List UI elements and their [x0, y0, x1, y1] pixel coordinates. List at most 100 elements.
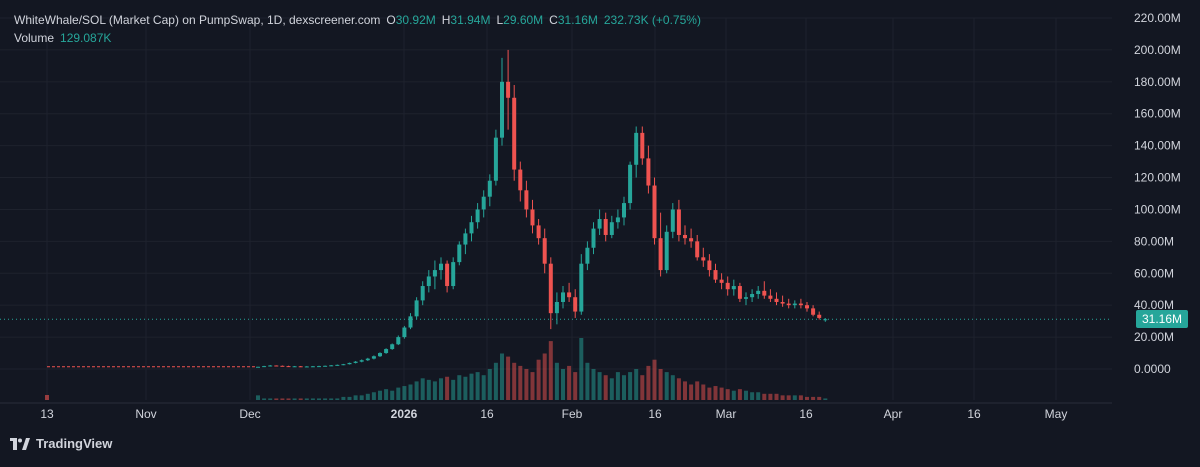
candle-body [451, 262, 456, 287]
candle-body [762, 290, 767, 296]
y-tick-label: 180.00M [1134, 75, 1181, 89]
volume-bar [323, 398, 328, 400]
candle-body [823, 319, 828, 321]
candle-body [567, 292, 572, 298]
y-tick-label: 140.00M [1134, 139, 1181, 153]
volume-bar [554, 362, 559, 400]
y-tick-label: 80.00M [1134, 234, 1174, 248]
volume-bar [811, 396, 816, 400]
volume-bar [451, 379, 456, 400]
volume-bar [268, 398, 273, 400]
high-key: H [441, 13, 451, 27]
candle-body [414, 300, 419, 317]
candle-body [329, 365, 334, 367]
volume-bar [725, 389, 730, 400]
candle-body [542, 238, 547, 264]
candle-body [676, 209, 681, 235]
x-tick-label: 13 [40, 407, 54, 421]
candle-body [432, 270, 437, 277]
volume-bar [737, 389, 742, 400]
volume-bar [469, 373, 474, 400]
volume-bar [408, 384, 413, 400]
candle-body [750, 294, 755, 298]
candle-body [609, 222, 614, 235]
candle-body [286, 366, 291, 368]
candle-body [780, 301, 785, 304]
volume-bar [439, 378, 443, 400]
volume-bar [280, 398, 285, 400]
volume-bar [512, 362, 517, 400]
candle-body [396, 337, 401, 345]
y-tick-label: 200.00M [1134, 43, 1181, 57]
candle-body [408, 316, 413, 328]
volume-bar [396, 387, 401, 400]
volume-bar [45, 395, 49, 400]
volume-bar [548, 341, 553, 400]
volume-bar [445, 376, 450, 400]
candle-body [268, 365, 273, 367]
volume-bar [542, 353, 547, 400]
candle-body [365, 358, 370, 361]
volume-label: Volume [14, 31, 55, 45]
symbol-title: WhiteWhale/SOL (Market Cap) on PumpSwap,… [14, 13, 381, 27]
volume-bar [670, 375, 675, 400]
candle-body [731, 286, 736, 290]
close-key: C [549, 13, 558, 27]
candle-body [628, 164, 633, 204]
candle-body [506, 81, 511, 98]
volume-bar [310, 398, 315, 400]
candle-body [805, 305, 809, 309]
volume-bar [664, 372, 669, 400]
volume-bar [378, 390, 382, 400]
candle-body [457, 244, 462, 263]
volume-bar [274, 398, 279, 400]
volume-bar [286, 398, 291, 400]
volume-bar [774, 393, 779, 400]
low-key: L [496, 13, 504, 27]
volume-bar [622, 375, 626, 400]
candle-body [689, 238, 694, 242]
y-tick-label: 40.00M [1134, 298, 1174, 312]
y-tick-label: 20.00M [1134, 330, 1174, 344]
candle-body [811, 308, 816, 315]
volume-bar [420, 378, 425, 400]
x-tick-label: 16 [967, 407, 981, 421]
volume-bar [695, 381, 700, 400]
candle-body [615, 217, 620, 223]
volume-bar [628, 372, 633, 400]
candle-body [634, 132, 639, 165]
volume-bar [780, 395, 785, 400]
x-tick-label: Nov [135, 407, 156, 421]
candle-body [695, 241, 700, 258]
candle-body [579, 263, 584, 312]
tradingview-wordmark: TradingView [36, 436, 113, 451]
candle-body [359, 360, 364, 362]
high-value: 31.94M [450, 13, 491, 27]
volume-bar [481, 375, 486, 400]
volume-bar [646, 365, 651, 400]
volume-bar [500, 353, 504, 400]
candle-body [402, 327, 407, 338]
volume-bar [731, 390, 736, 400]
candle-body [707, 260, 712, 271]
candle-body [475, 209, 480, 223]
volume-bar [786, 395, 791, 400]
volume-bar [689, 384, 694, 400]
volume-bar [744, 390, 748, 400]
candle-body [640, 132, 645, 159]
volume-bar [292, 398, 297, 400]
candle-body [280, 365, 285, 367]
candle-body [701, 257, 706, 261]
volume-bar [463, 376, 468, 400]
tradingview-brand[interactable]: TradingView [10, 436, 112, 451]
x-tick-label: 16 [480, 407, 494, 421]
volume-bar [518, 365, 523, 400]
volume-bar [707, 387, 712, 400]
candle-body [487, 180, 492, 197]
candle-body [573, 297, 578, 312]
volume-bar [756, 392, 761, 400]
candle-body [445, 263, 450, 287]
volume-bar [658, 369, 663, 400]
